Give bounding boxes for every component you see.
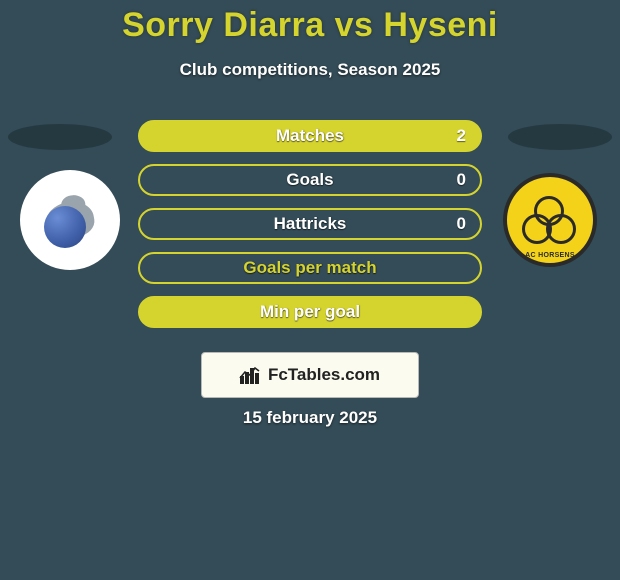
- stat-bar: Min per goal: [138, 296, 482, 328]
- ball-icon: [42, 192, 98, 248]
- club-logo-left: [20, 170, 120, 270]
- bar-chart-icon: [240, 366, 262, 384]
- stat-label: Matches: [276, 126, 344, 146]
- stat-bars: Matches 2 Goals 0 Hattricks 0 Goals per match M…: [138, 120, 482, 340]
- comparison-card: Sorry Diarra vs Hyseni Club competitions…: [0, 0, 620, 580]
- stat-bar: Matches 2: [138, 120, 482, 152]
- fctables-badge[interactable]: FcTables.com: [201, 352, 419, 398]
- page-subtitle: Club competitions, Season 2025: [0, 60, 620, 80]
- club-logo-right: AC HORSENS: [500, 170, 600, 270]
- stat-value: 0: [457, 210, 466, 238]
- club-right-name: AC HORSENS: [507, 252, 593, 259]
- stat-label: Hattricks: [274, 214, 347, 234]
- stat-value: 0: [457, 166, 466, 194]
- stat-bar: Goals per match: [138, 252, 482, 284]
- horsens-badge-icon: AC HORSENS: [503, 173, 597, 267]
- stat-value: 2: [457, 122, 466, 150]
- stat-label: Goals: [286, 170, 333, 190]
- stat-bar: Goals 0: [138, 164, 482, 196]
- decor-ellipse-right: [508, 124, 612, 150]
- stat-label: Goals per match: [243, 258, 376, 278]
- decor-ellipse-left: [8, 124, 112, 150]
- date-text: 15 february 2025: [0, 408, 620, 428]
- page-title: Sorry Diarra vs Hyseni: [0, 6, 620, 45]
- stat-label: Min per goal: [260, 302, 360, 322]
- badge-text: FcTables.com: [268, 365, 380, 385]
- stat-bar: Hattricks 0: [138, 208, 482, 240]
